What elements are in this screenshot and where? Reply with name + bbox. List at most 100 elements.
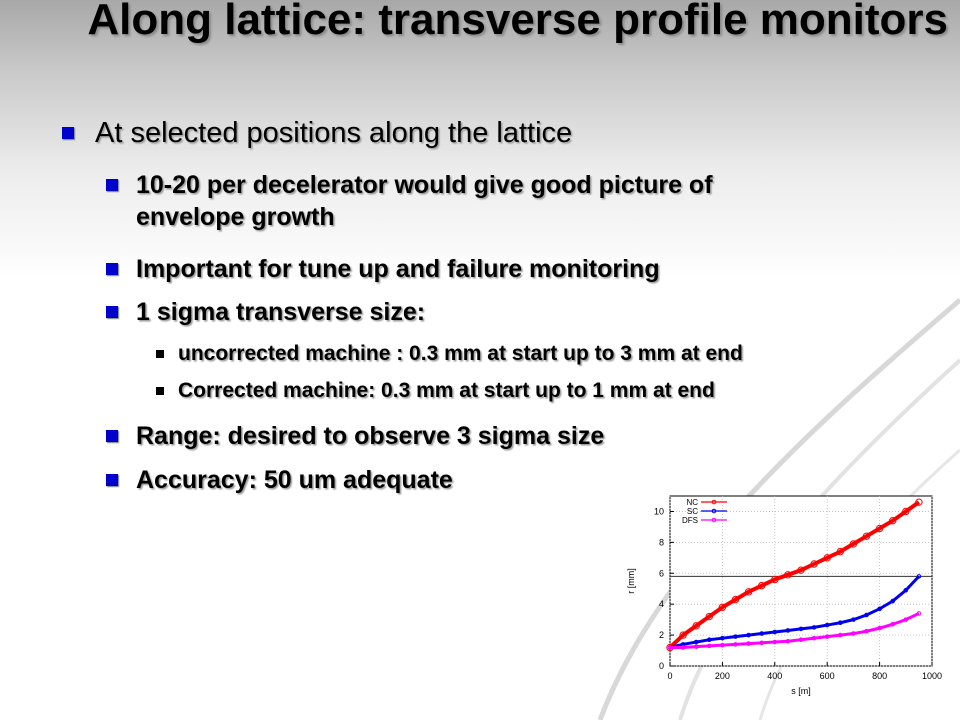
data-point-sc [890, 598, 896, 604]
bullet-marker [156, 387, 164, 395]
legend-label: SC [687, 507, 698, 516]
bullet-text: Accuracy: 50 um adequate [136, 466, 453, 494]
bullet-marker [106, 306, 118, 318]
data-point-sc [877, 606, 882, 612]
bullet-marker [106, 263, 118, 275]
bullet-text: At selected positions along the lattice [95, 117, 573, 149]
data-point-dfs [877, 625, 882, 631]
data-point-nc [902, 507, 910, 516]
bullet-text: uncorrected machine : 0.3 mm at start up… [178, 342, 743, 365]
bullet-item: Range: desired to observe 3 sigma size [106, 420, 826, 452]
bullet-text: Corrected machine: 0.3 mm at start up to… [178, 379, 715, 402]
data-point-nc [889, 517, 897, 525]
data-point-sc [759, 631, 764, 636]
data-point-dfs [864, 628, 869, 634]
data-point-sc [733, 634, 738, 639]
data-point-sc [811, 625, 817, 630]
data-point-nc [731, 595, 740, 604]
bullet-item: Important for tune up and failure monito… [106, 253, 826, 285]
data-point-nc [784, 571, 792, 579]
data-point-dfs [746, 641, 751, 646]
y-tick-label: 10 [654, 506, 664, 516]
x-tick-label: 600 [820, 671, 835, 681]
data-point-dfs [733, 642, 738, 647]
data-point-sc [824, 622, 830, 628]
data-point-sc [720, 635, 725, 641]
data-point-nc [771, 575, 779, 584]
data-point-nc [915, 498, 923, 506]
bullet-marker [156, 350, 164, 358]
data-point-sc [798, 626, 804, 632]
data-point-sc [707, 637, 712, 643]
x-tick-label: 800 [872, 671, 887, 681]
data-point-nc [810, 560, 818, 568]
bullet-item: 10-20 per decelerator would give good pi… [106, 169, 826, 233]
y-tick-label: 0 [659, 661, 664, 671]
data-point-nc [875, 524, 884, 533]
x-axis-label: s [m] [791, 686, 811, 696]
data-point-dfs [851, 631, 856, 636]
x-tick-label: 1000 [922, 671, 942, 681]
data-point-dfs [759, 640, 764, 646]
data-point-dfs [811, 635, 817, 641]
data-point-dfs [785, 638, 791, 644]
data-point-dfs [667, 645, 673, 650]
data-point-nc [718, 603, 727, 611]
legend-marker [711, 517, 717, 523]
data-point-sc [785, 628, 791, 633]
slide-title: Along lattice: transverse profile monito… [87, 0, 948, 44]
x-tick-label: 400 [767, 671, 782, 681]
series-line-nc [668, 500, 921, 649]
data-point-dfs [693, 644, 699, 649]
bullet-text: Important for tune up and failure monito… [136, 255, 660, 283]
data-point-sc [851, 617, 856, 622]
bullet-text: 10-20 per decelerator would give good pi… [136, 171, 713, 231]
data-point-nc [797, 566, 805, 574]
data-point-nc [679, 631, 687, 639]
data-point-nc [862, 532, 871, 540]
data-point-nc [705, 612, 714, 621]
data-point-nc [836, 547, 845, 556]
data-point-sc [746, 632, 751, 638]
bullet-marker [106, 179, 118, 191]
bullet-item: 1 sigma transverse size: [106, 296, 826, 328]
bullet-item: Corrected machine: 0.3 mm at start up to… [156, 377, 715, 405]
data-point-dfs [772, 639, 778, 645]
data-point-dfs [903, 617, 909, 622]
y-tick-label: 2 [659, 630, 664, 640]
bullet-text: Range: desired to observe 3 sigma size [136, 422, 605, 450]
y-tick-label: 8 [659, 537, 664, 547]
bullet-text: 1 sigma transverse size: [136, 298, 426, 326]
data-point-sc [864, 612, 869, 618]
bullet-marker [106, 430, 118, 442]
data-point-dfs [916, 611, 922, 616]
data-point-dfs [838, 632, 843, 638]
x-tick-label: 0 [667, 671, 672, 681]
data-point-nc [823, 554, 831, 562]
data-point-sc [903, 587, 909, 593]
data-point-dfs [824, 634, 830, 639]
legend-marker [711, 508, 717, 514]
data-point-nc [758, 581, 766, 590]
bullet-item: At selected positions along the lattice [62, 116, 572, 150]
data-point-nc [692, 622, 700, 630]
data-point-sc [838, 620, 843, 626]
x-tick-label: 200 [715, 671, 730, 681]
data-point-dfs [720, 642, 725, 648]
data-point-dfs [798, 637, 804, 643]
data-point-nc [849, 540, 858, 548]
y-axis-label: r [mm] [626, 568, 636, 594]
bullet-marker [106, 474, 118, 486]
legend-label: DFS [682, 516, 698, 525]
data-point-dfs [707, 643, 712, 649]
y-tick-label: 4 [659, 599, 664, 609]
data-point-dfs [890, 621, 896, 627]
bullet-item: uncorrected machine : 0.3 mm at start up… [156, 340, 743, 368]
envelope-chart: 0 200 400 600 800 1000 0 2 4 6 8 10 s [m] r [mm] NCSCD… [626, 495, 942, 696]
data-point-sc [916, 574, 922, 579]
legend-label: NC [686, 498, 698, 507]
bullet-item: Accuracy: 50 um adequate [106, 464, 826, 496]
y-tick-label: 6 [659, 568, 664, 578]
